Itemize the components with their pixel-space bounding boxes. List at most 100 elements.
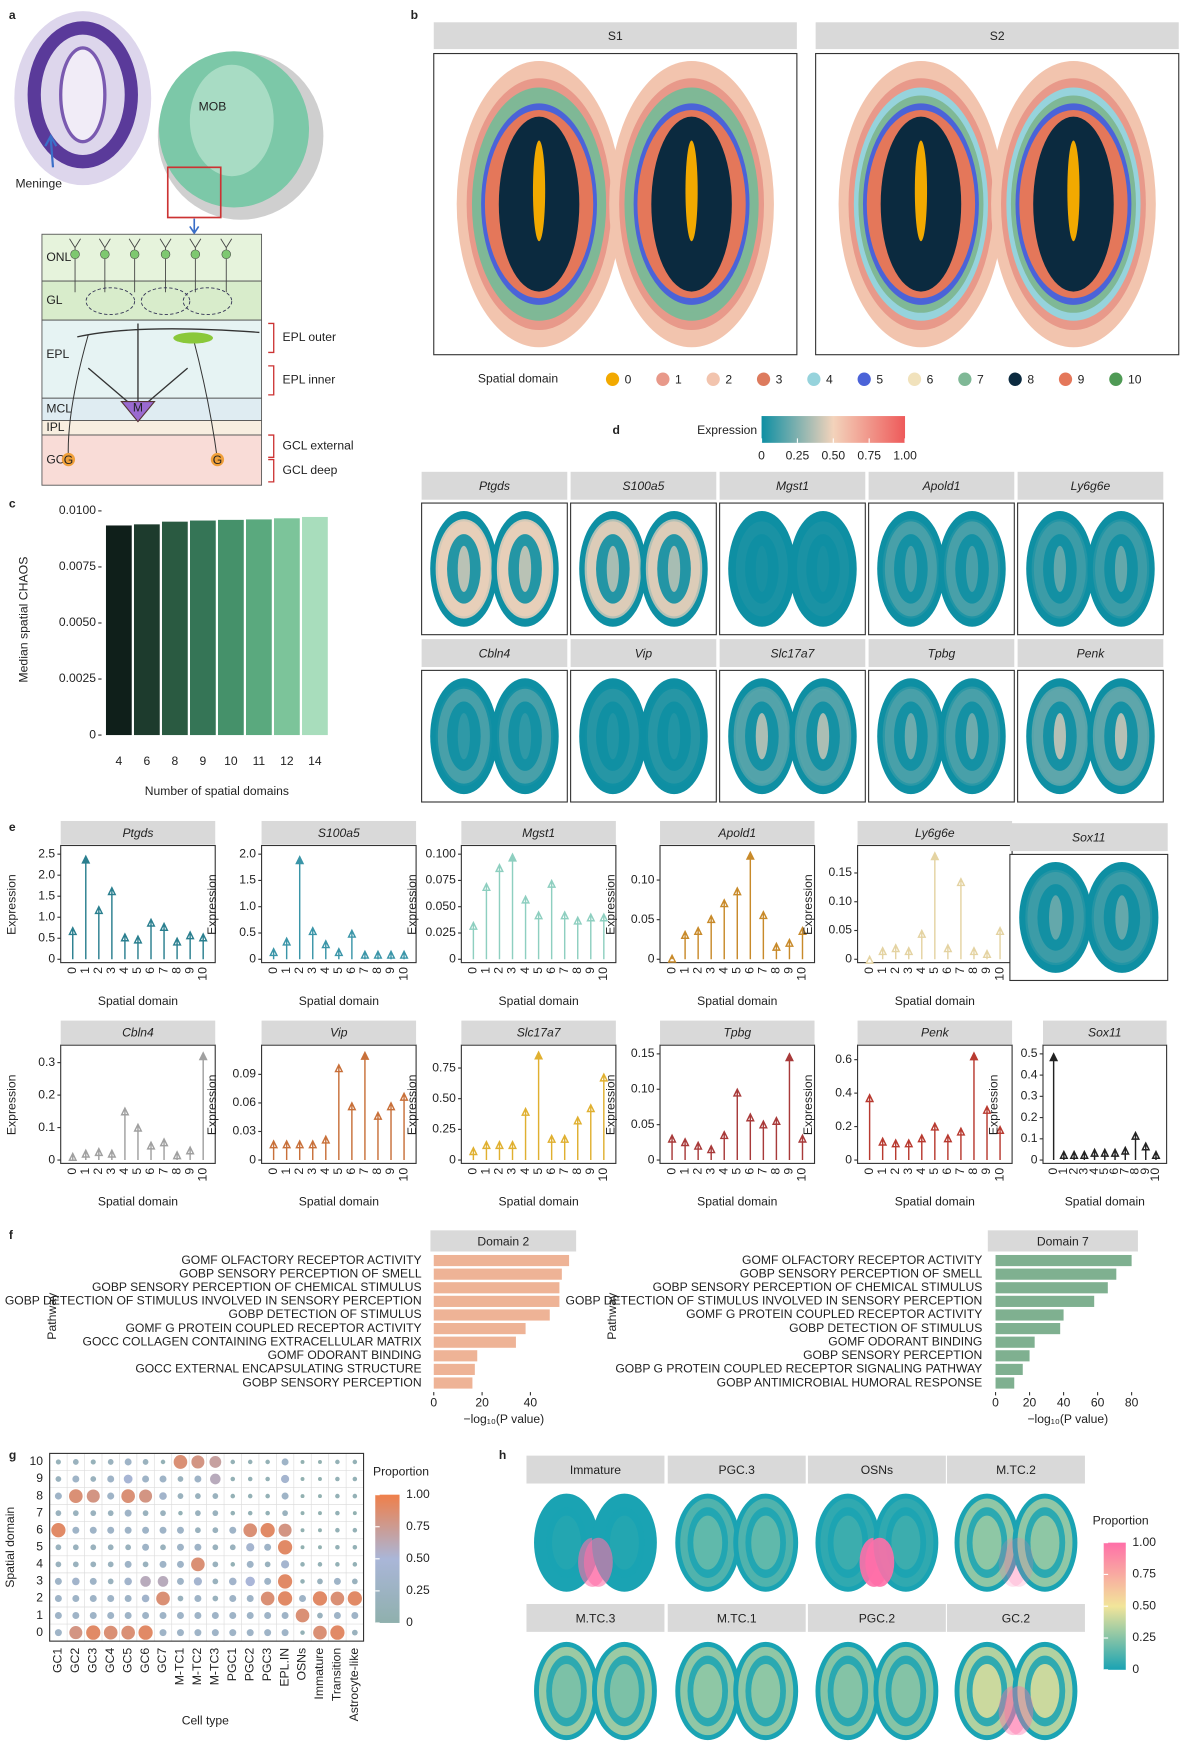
plot-frame bbox=[460, 1044, 617, 1164]
facet-strip bbox=[526, 1603, 665, 1632]
y-tick-label: 0.6 bbox=[835, 1052, 852, 1066]
x-tick-label: 0 bbox=[466, 1168, 480, 1175]
x-tick-label: 0 bbox=[992, 1395, 999, 1409]
x-tick-label: 4 bbox=[1087, 1168, 1101, 1175]
x-tick-label: 9 bbox=[583, 1168, 597, 1175]
lollipop bbox=[1131, 1130, 1140, 1161]
lollipop bbox=[1059, 1149, 1069, 1161]
mitral-cell bbox=[120, 400, 156, 423]
x-tick-label: 9 bbox=[583, 967, 597, 974]
cell-label: G bbox=[64, 453, 73, 467]
x-tick-label: 8 bbox=[1128, 1168, 1142, 1175]
bar bbox=[433, 1350, 478, 1362]
x-tick-label: 9 bbox=[200, 754, 207, 768]
x-tick-label: 6 bbox=[143, 1168, 157, 1175]
x-tick-label: 1 bbox=[1056, 1168, 1070, 1175]
layer-label: GL bbox=[46, 293, 62, 307]
legend-swatch bbox=[857, 372, 871, 386]
x-tick-label: 9 bbox=[1138, 1168, 1152, 1175]
lollipop bbox=[1049, 1052, 1059, 1161]
expression-map bbox=[1115, 895, 1129, 940]
dot bbox=[54, 1492, 62, 1500]
category-label: GOCC COLLAGEN CONTAINING EXTRACELLULAR M… bbox=[83, 1334, 422, 1348]
proportion-map bbox=[833, 1515, 863, 1570]
expression-map bbox=[508, 701, 542, 771]
colorbar-tick-label: 1.00 bbox=[893, 448, 917, 462]
dot bbox=[300, 1562, 305, 1567]
category-label: GOBP DETECTION OF STIMULUS INVOLVED IN S… bbox=[566, 1294, 983, 1308]
colorbar-tick-label: 0 bbox=[406, 1615, 413, 1629]
x-tick-label: GC6 bbox=[138, 1648, 152, 1673]
x-tick-label: PGC1 bbox=[225, 1648, 239, 1682]
x-tick-label: 8 bbox=[370, 1168, 384, 1175]
y-tick-label: 0 bbox=[36, 1625, 43, 1639]
facet-strip bbox=[570, 471, 717, 500]
x-tick-label: 6 bbox=[344, 1168, 358, 1175]
lollipop bbox=[386, 1101, 396, 1161]
dot bbox=[312, 1591, 328, 1606]
proportion-map bbox=[891, 1515, 921, 1570]
bar bbox=[995, 1282, 1108, 1294]
legend-label: 5 bbox=[876, 373, 883, 387]
dot bbox=[125, 1544, 132, 1551]
dot bbox=[138, 1625, 153, 1640]
bar bbox=[105, 525, 132, 736]
dot bbox=[72, 1594, 80, 1602]
dot bbox=[212, 1578, 219, 1585]
proportion-map bbox=[827, 1507, 869, 1578]
plot-frame bbox=[460, 844, 617, 964]
lollipop bbox=[667, 953, 677, 963]
dot bbox=[265, 1476, 270, 1482]
lollipop bbox=[745, 1112, 755, 1161]
lollipop bbox=[1079, 1149, 1089, 1161]
x-tick-label: 6 bbox=[940, 967, 954, 974]
legend-swatch bbox=[656, 372, 670, 386]
proportion-map bbox=[972, 1664, 1002, 1718]
y-axis-title: Expression bbox=[801, 874, 815, 935]
colorbar bbox=[1103, 1542, 1126, 1670]
x-tick-label: 0 bbox=[664, 967, 678, 974]
x-tick-label: 0 bbox=[430, 1395, 437, 1409]
lollipop bbox=[904, 946, 914, 960]
bar bbox=[433, 1309, 550, 1321]
legend-swatch bbox=[907, 372, 922, 386]
panel-label: a bbox=[9, 8, 16, 22]
lollipop bbox=[347, 928, 357, 960]
y-axis-title: Expression bbox=[604, 874, 618, 935]
dot bbox=[142, 1459, 149, 1465]
dot bbox=[139, 1489, 153, 1503]
y-tick-label: 0 bbox=[648, 1152, 655, 1166]
lollipop bbox=[295, 855, 305, 960]
facet-strip bbox=[421, 639, 568, 668]
legend-swatch bbox=[1058, 372, 1073, 386]
bracket bbox=[268, 458, 275, 483]
facet-strip bbox=[868, 639, 1015, 668]
expression-map bbox=[955, 701, 989, 771]
dot bbox=[352, 1527, 358, 1533]
layer-label: EPL bbox=[46, 347, 69, 361]
lollipop bbox=[399, 1091, 409, 1161]
dot bbox=[211, 1629, 219, 1637]
dot bbox=[351, 1578, 358, 1585]
granule-cell bbox=[61, 452, 76, 467]
lollipop bbox=[386, 949, 396, 960]
bar bbox=[246, 519, 272, 736]
layer-annotation: EPL outer bbox=[283, 330, 336, 344]
cell-label: M bbox=[133, 400, 143, 414]
dot bbox=[351, 1629, 358, 1636]
dot bbox=[72, 1561, 79, 1568]
dot bbox=[351, 1612, 359, 1620]
dot bbox=[264, 1561, 271, 1568]
dot bbox=[229, 1544, 236, 1551]
dot bbox=[90, 1459, 96, 1465]
dot bbox=[230, 1476, 236, 1482]
lollipop bbox=[68, 926, 78, 960]
dot bbox=[54, 1594, 62, 1602]
x-tick-label: GC2 bbox=[68, 1648, 82, 1673]
dot bbox=[54, 1577, 62, 1585]
legend-label: 6 bbox=[927, 373, 934, 387]
dot bbox=[157, 1576, 169, 1587]
y-tick-label: 0 bbox=[48, 1152, 55, 1166]
x-tick-label: 2 bbox=[1066, 1168, 1080, 1175]
facet-title: S1 bbox=[608, 29, 623, 43]
